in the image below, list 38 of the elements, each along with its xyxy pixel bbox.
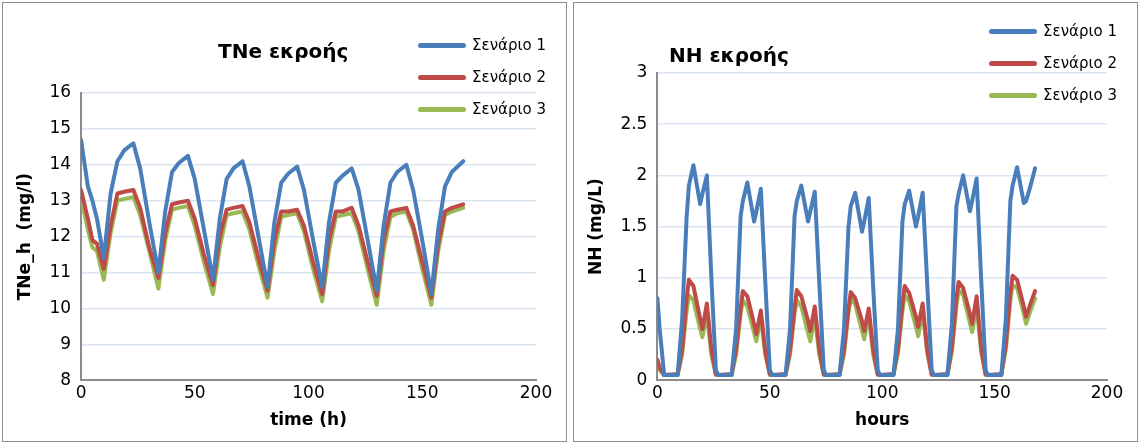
y-axis-title: TNe_h (mg/l)	[13, 172, 34, 301]
legend-label: Σενάριο 2	[1043, 54, 1117, 72]
y-tick-label: 1	[636, 266, 648, 287]
y-tick-label: 13	[49, 189, 72, 210]
x-tick-label: 0	[75, 381, 87, 402]
y-tick-label: 9	[60, 332, 72, 353]
y-tick-label: 0	[636, 368, 648, 389]
y-tick-label: 8	[60, 368, 72, 389]
y-axis-title: NH (mg/L)	[584, 178, 605, 276]
x-tick-label: 200	[519, 381, 553, 402]
chart-title: TNe εκροής	[218, 39, 349, 63]
x-tick-label: 50	[759, 381, 781, 402]
y-tick-label: 12	[49, 225, 72, 246]
x-tick-label: 50	[183, 381, 206, 402]
y-tick-label: 14	[49, 153, 72, 174]
legend-label: Σενάριο 1	[472, 36, 546, 54]
x-tick-label: 100	[865, 381, 899, 402]
y-tick-label: 1.5	[620, 215, 648, 236]
legend-label: Σενάριο 3	[1043, 86, 1117, 104]
y-tick-label: 11	[49, 260, 72, 281]
x-tick-label: 200	[1090, 381, 1124, 402]
y-tick-label: 15	[49, 117, 72, 138]
legend-label: Σενάριο 3	[472, 100, 546, 118]
x-tick-label: 0	[652, 381, 663, 402]
legend-label: Σενάριο 2	[472, 68, 546, 86]
x-axis-title: hours	[855, 409, 910, 430]
y-tick-label: 3	[636, 61, 648, 82]
x-tick-label: 100	[292, 381, 325, 402]
y-tick-label: 2.5	[620, 112, 648, 133]
chart-title: NH εκροής	[669, 43, 789, 67]
y-tick-label: 0.5	[620, 317, 648, 338]
x-tick-label: 150	[978, 381, 1011, 402]
y-tick-label: 10	[49, 296, 72, 317]
y-tick-label: 2	[636, 163, 648, 184]
x-axis-title: time (h)	[270, 409, 347, 430]
y-tick-label: 16	[49, 81, 72, 102]
x-tick-label: 150	[406, 381, 439, 402]
legend-label: Σενάριο 1	[1043, 22, 1117, 40]
